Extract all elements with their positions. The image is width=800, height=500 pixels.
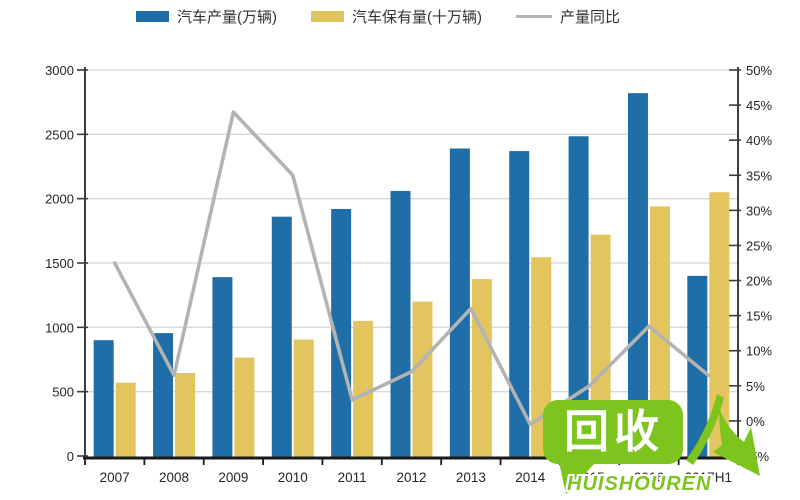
right-axis-tick-label: 40% xyxy=(746,133,772,148)
right-axis-tick-label: 5% xyxy=(746,379,765,394)
line-series-yoy xyxy=(112,110,711,427)
left-axis-tick-label: 3000 xyxy=(45,63,74,78)
left-axis-tick-label: 2500 xyxy=(45,127,74,142)
right-axis-tick-label: 25% xyxy=(746,238,772,253)
bar xyxy=(449,148,470,458)
left-axis-tick-label: 1000 xyxy=(45,320,74,335)
watermark-logo-text: 回收 xyxy=(563,406,664,457)
x-axis-category-label: 2014 xyxy=(515,470,546,485)
x-axis-category-label: 2011 xyxy=(338,470,367,485)
legend-item-production: 汽车产量(万辆) xyxy=(136,6,277,27)
bar xyxy=(331,208,352,458)
left-axis-tick-label: 1500 xyxy=(45,256,74,271)
left-axis-tick-label: 2000 xyxy=(45,192,74,207)
left-axis-tick-label: 500 xyxy=(52,385,74,400)
recycle-person-icon xyxy=(686,394,760,476)
x-axis-category-label: 2017H1 xyxy=(685,470,732,485)
right-axis-tick-label: 0% xyxy=(746,414,765,429)
x-axis-category-label: 2012 xyxy=(396,470,426,485)
legend-item-ownership: 汽车保有量(十万辆) xyxy=(311,6,482,27)
watermark-brand-text: HUISHOUREN xyxy=(567,473,712,495)
legend-label-production: 汽车产量(万辆) xyxy=(177,9,277,26)
right-axis-tick-label: 10% xyxy=(746,344,772,359)
bar xyxy=(390,190,411,459)
bar xyxy=(293,339,314,458)
bar xyxy=(353,320,374,458)
bar xyxy=(568,136,589,458)
axis-ticks-and-labels: 050010001500200025003000-5%0%5%10%15%20%… xyxy=(45,63,772,485)
x-axis-category-label: 2013 xyxy=(456,470,486,485)
bar xyxy=(175,373,196,458)
ownership-legend-swatch xyxy=(311,11,344,22)
bar xyxy=(271,216,292,458)
bar xyxy=(649,206,670,458)
chart-legend: 汽车产量(万辆) 汽车保有量(十万辆) 产量同比 xyxy=(136,6,620,27)
watermark-bubble xyxy=(543,400,683,494)
x-axis-category-label: 2009 xyxy=(218,470,248,485)
right-axis-tick-label: 35% xyxy=(746,168,772,183)
legend-item-yoy: 产量同比 xyxy=(516,6,620,27)
yoy-legend-swatch xyxy=(516,15,552,18)
bar xyxy=(212,277,233,458)
bar xyxy=(93,340,114,458)
bar xyxy=(627,93,648,458)
right-axis-tick-label: 50% xyxy=(746,63,772,78)
legend-label-yoy: 产量同比 xyxy=(560,9,621,26)
bar xyxy=(234,357,255,458)
right-axis-tick-label: 15% xyxy=(746,309,772,324)
right-axis-tick-label: 45% xyxy=(746,98,772,113)
x-axis-category-label: 2007 xyxy=(100,470,130,485)
legend-label-ownership: 汽车保有量(十万辆) xyxy=(352,9,482,26)
x-axis-category-label: 2016 xyxy=(634,470,664,485)
bar xyxy=(412,301,433,458)
left-axis-tick-label: 0 xyxy=(67,449,74,464)
production-legend-swatch xyxy=(136,11,169,22)
x-axis-category-label: 2010 xyxy=(278,470,308,485)
bar xyxy=(709,192,730,458)
bar xyxy=(471,279,492,458)
right-axis-tick-label: 20% xyxy=(746,274,772,289)
bar xyxy=(509,151,530,458)
x-axis-category-label: 2008 xyxy=(159,470,189,485)
right-axis-tick-label: 30% xyxy=(746,203,772,218)
bar xyxy=(115,382,136,458)
